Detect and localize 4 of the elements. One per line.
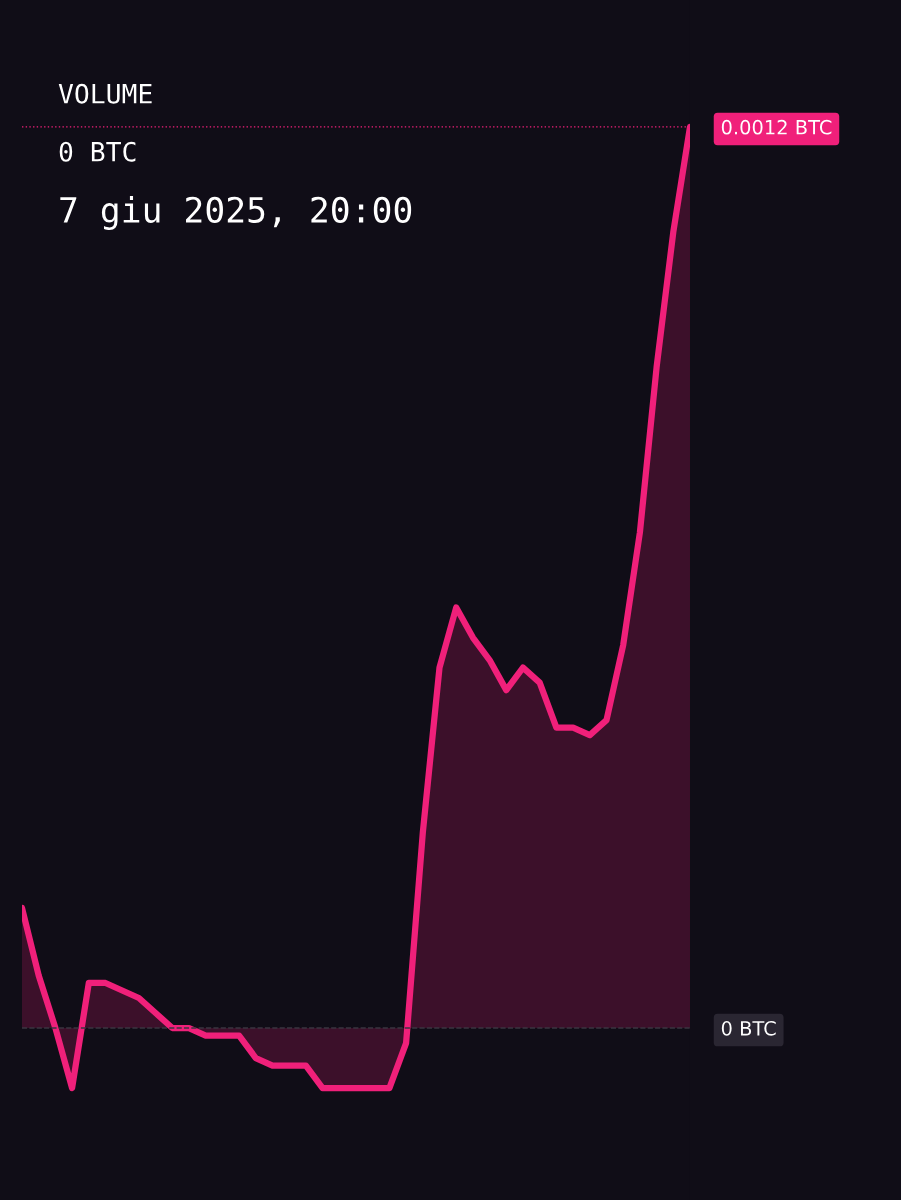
y-tick-label: 0.0012 BTC	[721, 119, 832, 135]
text: VOLUME	[58, 83, 152, 104]
annotation: 7 giu 2025, 20:00	[60, 196, 412, 230]
annotation: 0 BTC	[59, 141, 136, 162]
